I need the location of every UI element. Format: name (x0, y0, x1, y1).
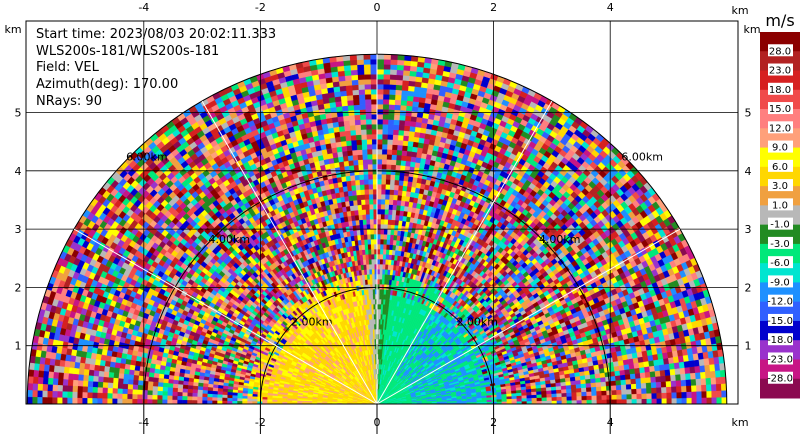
velocity-cell (384, 264, 389, 270)
velocity-cell (378, 298, 382, 305)
velocity-cell (241, 398, 248, 402)
velocity-cell (496, 398, 503, 402)
velocity-cell (369, 273, 373, 280)
velocity-cell (379, 263, 383, 270)
velocity-cell (370, 253, 375, 260)
velocity-cell (378, 303, 382, 310)
velocity-cell (247, 393, 253, 397)
velocity-cell (222, 391, 228, 396)
velocity-cell (526, 397, 533, 402)
velocity-cell (246, 398, 253, 402)
velocity-cell (276, 399, 283, 403)
velocity-cell (226, 394, 233, 399)
velocity-field (26, 53, 728, 404)
velocity-cell (271, 399, 278, 403)
velocity-cell (382, 253, 387, 260)
velocity-cell (506, 398, 513, 402)
velocity-cell (221, 394, 228, 399)
velocity-cell (371, 268, 375, 275)
velocity-cell (379, 268, 383, 275)
velocity-cell (226, 397, 233, 402)
velocity-cell (511, 398, 518, 402)
velocity-cell (371, 273, 375, 280)
velocity-cell (378, 288, 382, 295)
velocity-cell (227, 391, 233, 396)
velocity-cell (531, 394, 538, 399)
velocity-cell (381, 278, 385, 285)
velocity-cell (236, 398, 243, 402)
velocity-cell (379, 278, 383, 285)
velocity-cell (381, 268, 386, 275)
velocity-cell (531, 391, 537, 396)
velocity-cell (261, 399, 268, 403)
velocity-cell (516, 398, 523, 402)
velocity-cell (251, 396, 258, 400)
velocity-cell (381, 273, 385, 280)
velocity-cell (384, 259, 389, 265)
velocity-cell (381, 283, 385, 290)
velocity-cell (370, 248, 375, 255)
velocity-cell (261, 396, 268, 400)
velocity-cell (232, 392, 238, 397)
velocity-cell (251, 398, 258, 402)
velocity-cell (382, 263, 386, 270)
velocity-cell (241, 395, 248, 400)
velocity-cell (231, 398, 238, 402)
velocity-cell (236, 395, 243, 399)
velocity-cell (266, 399, 273, 403)
velocity-cell (246, 396, 253, 400)
velocity-cell (371, 258, 375, 265)
velocity-cell (531, 397, 538, 402)
velocity-cell (521, 394, 528, 399)
velocity-cell (379, 258, 383, 265)
velocity-cell (367, 253, 372, 260)
velocity-cell (256, 399, 263, 402)
velocity-cell (367, 248, 372, 255)
velocity-cell (501, 398, 508, 402)
velocity-cell (385, 254, 390, 260)
velocity-cell (526, 394, 533, 399)
velocity-cell (378, 293, 382, 300)
velocity-cell (379, 283, 382, 290)
velocity-cell (379, 253, 384, 260)
velocity-cell (231, 395, 238, 399)
velocity-cell (521, 397, 528, 402)
velocity-cell (371, 278, 375, 285)
velocity-cell (501, 396, 508, 400)
velocity-cell (382, 248, 387, 255)
velocity-cell (237, 392, 243, 397)
velocity-cell (379, 248, 384, 255)
velocity-cell (382, 258, 386, 265)
velocity-cell (221, 397, 228, 402)
velocity-cell (385, 249, 390, 255)
velocity-cell (256, 396, 263, 400)
velocity-cell (381, 288, 385, 295)
velocity-cell (379, 273, 383, 280)
velocity-cell (371, 263, 375, 270)
velocity-cell (384, 274, 388, 280)
